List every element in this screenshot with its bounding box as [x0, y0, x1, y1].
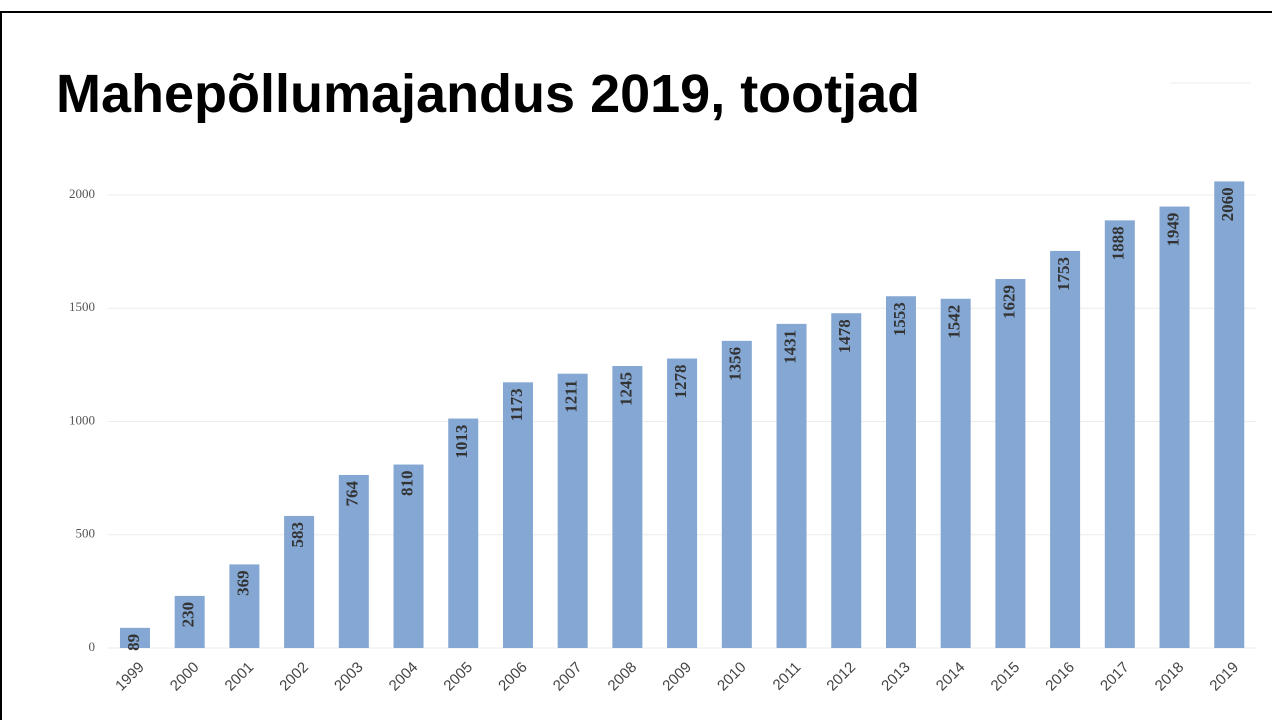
value-label: 764: [343, 480, 362, 506]
value-label: 2060: [1218, 187, 1237, 221]
bar: [776, 323, 807, 648]
x-tick-label: 2010: [714, 659, 750, 695]
x-tick-label: 1999: [112, 659, 148, 695]
value-label: 1173: [507, 388, 526, 421]
value-label: 1356: [726, 347, 745, 381]
bar: [995, 279, 1026, 648]
value-label: 369: [233, 570, 252, 596]
bar: [885, 296, 916, 648]
value-label: 230: [179, 602, 198, 628]
x-tick-label: 2018: [1152, 659, 1188, 695]
x-tick-label: 2019: [1206, 659, 1242, 695]
value-label: 1478: [835, 319, 854, 353]
y-tick-label: 500: [76, 526, 96, 541]
bar: [393, 464, 424, 648]
bar: [284, 515, 315, 648]
value-label: 1553: [890, 302, 909, 336]
bar: [721, 340, 752, 648]
x-tick-label: 2012: [823, 659, 859, 695]
value-label: 583: [288, 522, 307, 548]
frame: [0, 11, 1272, 720]
x-tick-label: 2003: [331, 659, 367, 695]
bar: [1159, 206, 1190, 648]
x-tick-label: 2013: [878, 659, 914, 695]
x-tick-label: 2016: [1042, 659, 1078, 695]
x-tick-label: 2017: [1097, 659, 1133, 695]
x-tick-label: 2006: [495, 659, 531, 695]
bar: [831, 313, 862, 648]
x-tick-label: 2005: [440, 659, 476, 695]
value-label: 1629: [999, 285, 1018, 319]
bar: [448, 418, 479, 648]
bar: [612, 366, 643, 648]
bar: [502, 382, 533, 648]
y-tick-label: 1000: [69, 412, 95, 427]
bar: [1050, 250, 1081, 648]
x-tick-label: 2015: [988, 659, 1024, 695]
bar: [557, 373, 588, 648]
value-label: 1278: [671, 365, 690, 399]
value-label: 1013: [452, 425, 471, 459]
value-label: 1949: [1163, 213, 1182, 247]
x-tick-label: 2009: [659, 659, 695, 695]
chart-title: Mahepõllumajandus 2019, tootjad: [56, 64, 920, 124]
x-tick-label: 2011: [770, 659, 805, 694]
x-tick-label: 2014: [933, 659, 969, 695]
bar: [667, 358, 698, 648]
bar: [338, 474, 369, 648]
bar: [940, 298, 971, 648]
value-label: 1753: [1054, 257, 1073, 291]
bar: [119, 627, 150, 648]
y-tick-label: 1500: [69, 299, 95, 314]
x-tick-label: 2004: [386, 659, 422, 695]
value-label: 1211: [562, 380, 581, 413]
value-label: 1888: [1109, 226, 1128, 260]
x-tick-label: 2008: [605, 659, 641, 695]
bar: [229, 564, 260, 648]
x-tick-label: 2007: [550, 659, 586, 695]
x-tick-label: 2001: [222, 659, 258, 695]
value-label: 1245: [616, 372, 635, 406]
bar: [1104, 220, 1135, 649]
value-label: 1431: [780, 330, 799, 364]
bar: [1214, 181, 1245, 648]
bar: [174, 595, 205, 648]
value-label: 1542: [945, 305, 964, 339]
value-label: 89: [124, 634, 143, 651]
y-tick-label: 0: [89, 639, 96, 654]
x-tick-label: 2000: [167, 659, 203, 695]
x-tick-label: 2002: [276, 659, 312, 695]
y-tick-label: 2000: [69, 186, 95, 201]
value-label: 810: [397, 471, 416, 497]
